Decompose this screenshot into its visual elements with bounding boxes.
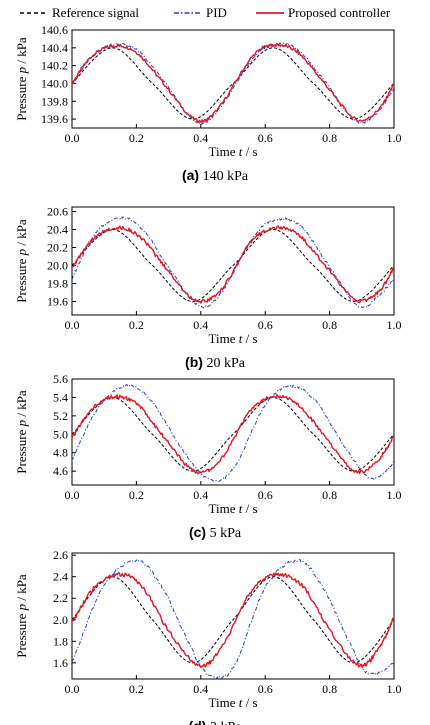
y-tick-label: 140.2 bbox=[41, 59, 68, 73]
x-axis-label: Time t / s bbox=[208, 501, 257, 516]
series-line-prop bbox=[72, 42, 394, 124]
panel-caption: (a) 140 kPa bbox=[182, 167, 249, 184]
x-tick-label: 0.4 bbox=[193, 682, 208, 696]
plot-frame bbox=[71, 552, 395, 680]
x-axis-label: Time t / s bbox=[208, 144, 257, 159]
x-tick-label: 0.8 bbox=[322, 488, 337, 502]
y-tick-label: 5.0 bbox=[53, 427, 68, 441]
series-line-pid bbox=[72, 558, 394, 679]
y-axis-label: Pressure p / kPa bbox=[14, 390, 29, 474]
y-tick-label: 2.4 bbox=[53, 570, 68, 584]
series-line-pid bbox=[72, 216, 394, 309]
legend-item-pid: PID bbox=[174, 4, 227, 22]
y-axis-label: Pressure p / kPa bbox=[14, 37, 29, 121]
y-tick-label: 5.2 bbox=[53, 409, 68, 423]
series-line-ref bbox=[72, 47, 394, 120]
series-line-ref bbox=[72, 229, 394, 302]
x-tick-label: 0.2 bbox=[129, 488, 144, 502]
y-tick-label: 19.6 bbox=[47, 295, 68, 309]
y-tick-label: 20.2 bbox=[47, 241, 68, 255]
x-tick-label: 0.0 bbox=[65, 318, 80, 332]
y-tick-label: 2.6 bbox=[53, 548, 68, 562]
x-tick-label: 0.0 bbox=[65, 682, 80, 696]
x-tick-label: 0.2 bbox=[129, 318, 144, 332]
legend-swatch-pid bbox=[174, 12, 202, 14]
x-tick-label: 0.4 bbox=[193, 488, 208, 502]
x-tick-label: 0.8 bbox=[322, 318, 337, 332]
series-line-prop bbox=[72, 572, 394, 669]
legend-item-proposed: Proposed controller bbox=[256, 4, 390, 22]
y-tick-label: 20.0 bbox=[47, 259, 68, 273]
y-tick-label: 140.4 bbox=[41, 41, 68, 55]
y-tick-label: 20.6 bbox=[47, 205, 68, 219]
x-tick-label: 0.4 bbox=[193, 131, 208, 145]
legend: Reference signal PID Proposed controller bbox=[0, 4, 430, 22]
legend-label-proposed: Proposed controller bbox=[288, 5, 391, 20]
x-tick-label: 1.0 bbox=[387, 682, 402, 696]
y-tick-label: 5.6 bbox=[53, 372, 68, 386]
y-tick-label: 140.0 bbox=[41, 76, 68, 90]
plot-frame bbox=[71, 29, 395, 129]
plot-frame bbox=[71, 378, 395, 486]
x-tick-label: 0.8 bbox=[322, 131, 337, 145]
series-line-ref bbox=[72, 396, 394, 472]
x-tick-label: 0.0 bbox=[65, 131, 80, 145]
y-tick-label: 19.8 bbox=[47, 277, 68, 291]
x-tick-label: 0.2 bbox=[129, 131, 144, 145]
y-tick-label: 2.0 bbox=[53, 613, 68, 627]
y-tick-label: 5.4 bbox=[53, 390, 68, 404]
x-axis-label: Time t / s bbox=[208, 331, 257, 346]
chart-panel: 0.0 0.2 0.4 0.6 0.8 1.0 1.6 1.8 2.0 2.2 2.4 2.6 Time… bbox=[14, 548, 402, 725]
x-tick-label: 0.8 bbox=[322, 682, 337, 696]
chart-panel: 0.0 0.2 0.4 0.6 0.8 1.0 4.6 4.8 5.0 5.2 5.4 5.6 Time… bbox=[14, 372, 402, 541]
x-tick-label: 1.0 bbox=[387, 318, 402, 332]
y-tick-label: 4.8 bbox=[53, 446, 68, 460]
legend-label-reference: Reference signal bbox=[52, 5, 139, 20]
y-tick-label: 140.6 bbox=[41, 23, 68, 37]
panel-caption: (b) 20 kPa bbox=[185, 354, 246, 371]
legend-swatch-proposed bbox=[256, 12, 284, 14]
series-line-prop bbox=[72, 225, 394, 304]
x-axis-label: Time t / s bbox=[208, 695, 257, 710]
x-tick-label: 0.6 bbox=[258, 131, 273, 145]
series-line-pid bbox=[72, 383, 394, 483]
x-tick-label: 1.0 bbox=[387, 131, 402, 145]
x-tick-label: 0.6 bbox=[258, 488, 273, 502]
x-tick-label: 0.0 bbox=[65, 488, 80, 502]
x-tick-label: 0.6 bbox=[258, 318, 273, 332]
legend-label-pid: PID bbox=[206, 5, 227, 20]
y-tick-label: 4.6 bbox=[53, 464, 68, 478]
y-tick-label: 20.4 bbox=[47, 223, 68, 237]
x-tick-label: 0.2 bbox=[129, 682, 144, 696]
y-axis-label: Pressure p / kPa bbox=[14, 219, 29, 303]
y-tick-label: 139.6 bbox=[41, 112, 68, 126]
legend-swatch-reference bbox=[20, 12, 48, 14]
series-line-prop bbox=[72, 394, 394, 475]
x-tick-label: 0.6 bbox=[258, 682, 273, 696]
series-line-ref bbox=[72, 576, 394, 664]
panel-caption: (d) 2 kPa bbox=[189, 718, 243, 725]
legend-item-reference: Reference signal bbox=[20, 4, 139, 22]
y-tick-label: 1.8 bbox=[53, 634, 68, 648]
chart-panel: 0.0 0.2 0.4 0.6 0.8 1.0 19.6 19.8 20.0 20.2 20.4 20… bbox=[14, 205, 402, 372]
plot-frame bbox=[71, 206, 395, 316]
chart-panel: 0.0 0.2 0.4 0.6 0.8 1.0 139.6 139.8 140.0 140.2 14… bbox=[14, 23, 402, 184]
y-tick-label: 1.6 bbox=[53, 656, 68, 670]
y-tick-label: 139.8 bbox=[41, 94, 68, 108]
panel-caption: (c) 5 kPa bbox=[189, 524, 242, 541]
y-axis-label: Pressure p / kPa bbox=[14, 574, 29, 658]
x-tick-label: 1.0 bbox=[387, 488, 402, 502]
x-tick-label: 0.4 bbox=[193, 318, 208, 332]
series-line-pid bbox=[72, 42, 394, 125]
y-tick-label: 2.2 bbox=[53, 591, 68, 605]
